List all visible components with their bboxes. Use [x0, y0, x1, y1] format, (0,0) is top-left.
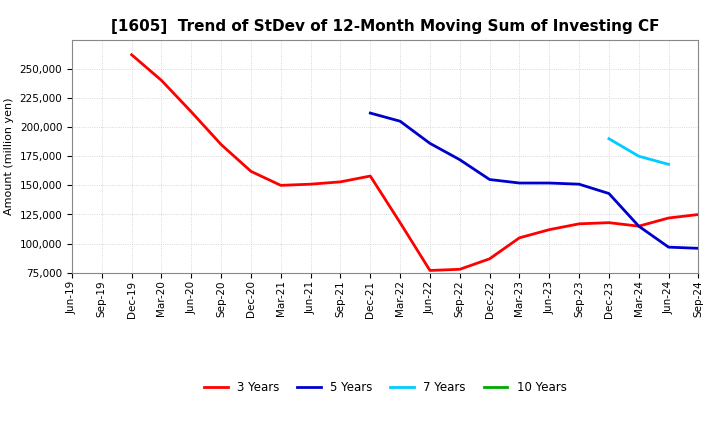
5 Years: [694, 246, 703, 251]
3 Years: [426, 268, 434, 273]
7 Years: [634, 154, 643, 159]
Y-axis label: Amount (million yen): Amount (million yen): [4, 97, 14, 215]
5 Years: [396, 118, 405, 124]
3 Years: [515, 235, 523, 240]
Title: [1605]  Trend of StDev of 12-Month Moving Sum of Investing CF: [1605] Trend of StDev of 12-Month Moving…: [111, 19, 660, 34]
3 Years: [366, 173, 374, 179]
3 Years: [485, 256, 494, 261]
3 Years: [306, 182, 315, 187]
5 Years: [366, 110, 374, 116]
3 Years: [247, 169, 256, 174]
5 Years: [485, 177, 494, 182]
3 Years: [694, 212, 703, 217]
3 Years: [157, 78, 166, 83]
5 Years: [456, 157, 464, 162]
Line: 3 Years: 3 Years: [132, 55, 698, 271]
3 Years: [545, 227, 554, 232]
3 Years: [276, 183, 285, 188]
5 Years: [605, 191, 613, 196]
3 Years: [634, 224, 643, 229]
3 Years: [336, 179, 345, 184]
5 Years: [575, 182, 583, 187]
5 Years: [545, 180, 554, 186]
3 Years: [665, 215, 673, 220]
Legend: 3 Years, 5 Years, 7 Years, 10 Years: 3 Years, 5 Years, 7 Years, 10 Years: [199, 377, 571, 399]
Line: 7 Years: 7 Years: [609, 139, 669, 165]
3 Years: [456, 267, 464, 272]
3 Years: [187, 109, 196, 114]
Line: 5 Years: 5 Years: [370, 113, 698, 248]
7 Years: [665, 162, 673, 167]
5 Years: [515, 180, 523, 186]
3 Years: [605, 220, 613, 225]
5 Years: [665, 245, 673, 250]
3 Years: [575, 221, 583, 227]
3 Years: [396, 220, 405, 225]
3 Years: [127, 52, 136, 57]
7 Years: [605, 136, 613, 141]
3 Years: [217, 142, 225, 147]
5 Years: [634, 224, 643, 229]
5 Years: [426, 141, 434, 146]
